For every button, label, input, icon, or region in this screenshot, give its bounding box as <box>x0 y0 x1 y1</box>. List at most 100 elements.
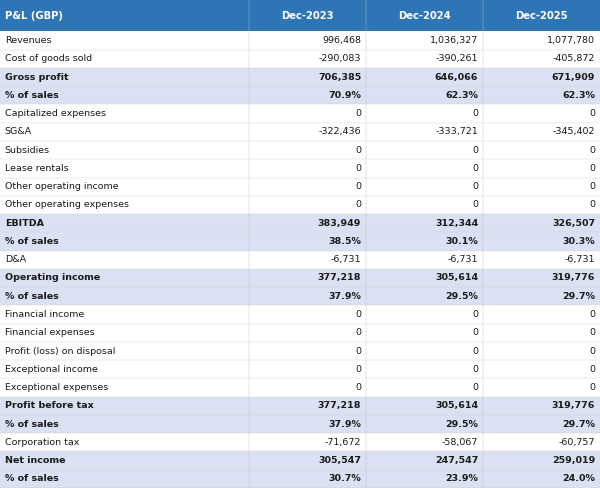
Text: 30.3%: 30.3% <box>563 237 595 246</box>
Text: 0: 0 <box>589 328 595 337</box>
Text: 0: 0 <box>355 182 361 191</box>
Bar <box>0 360 600 378</box>
Bar <box>0 305 600 324</box>
Text: 24.0%: 24.0% <box>562 474 595 484</box>
Bar <box>0 451 600 470</box>
Text: 30.7%: 30.7% <box>328 474 361 484</box>
Bar <box>0 415 600 433</box>
Text: 0: 0 <box>589 383 595 392</box>
Text: 646,066: 646,066 <box>435 73 478 81</box>
Text: -6,731: -6,731 <box>331 255 361 264</box>
Text: 0: 0 <box>589 164 595 173</box>
Text: 305,614: 305,614 <box>435 273 478 283</box>
Text: 326,507: 326,507 <box>552 219 595 228</box>
Text: 319,776: 319,776 <box>552 401 595 410</box>
Text: 0: 0 <box>355 383 361 392</box>
Text: 671,909: 671,909 <box>552 73 595 81</box>
Text: 0: 0 <box>472 109 478 118</box>
Bar <box>483 0 600 31</box>
Text: Dec-2024: Dec-2024 <box>398 11 451 20</box>
Text: Corporation tax: Corporation tax <box>5 438 79 447</box>
Text: Lease rentals: Lease rentals <box>5 164 68 173</box>
Text: -6,731: -6,731 <box>565 255 595 264</box>
Text: SG&A: SG&A <box>5 127 32 136</box>
Text: 0: 0 <box>589 201 595 209</box>
Text: 0: 0 <box>472 346 478 356</box>
Text: 0: 0 <box>589 145 595 155</box>
Text: 0: 0 <box>589 310 595 319</box>
Text: 0: 0 <box>472 201 478 209</box>
Text: 312,344: 312,344 <box>435 219 478 228</box>
Text: 0: 0 <box>589 365 595 374</box>
Text: 383,949: 383,949 <box>318 219 361 228</box>
Bar <box>0 269 600 287</box>
Text: 38.5%: 38.5% <box>328 237 361 246</box>
Text: 996,468: 996,468 <box>322 36 361 45</box>
Text: 30.1%: 30.1% <box>445 237 478 246</box>
Text: 377,218: 377,218 <box>318 401 361 410</box>
Text: Exceptional income: Exceptional income <box>5 365 98 374</box>
Text: 29.7%: 29.7% <box>562 292 595 301</box>
Text: -71,672: -71,672 <box>325 438 361 447</box>
Text: 0: 0 <box>472 182 478 191</box>
Bar <box>0 0 249 31</box>
Text: 305,614: 305,614 <box>435 401 478 410</box>
Text: % of sales: % of sales <box>5 474 59 484</box>
Text: -60,757: -60,757 <box>559 438 595 447</box>
Text: 259,019: 259,019 <box>552 456 595 465</box>
Text: -322,436: -322,436 <box>319 127 361 136</box>
Text: 0: 0 <box>355 346 361 356</box>
Text: Dec-2023: Dec-2023 <box>281 11 334 20</box>
Text: 29.5%: 29.5% <box>445 292 478 301</box>
Text: 0: 0 <box>355 201 361 209</box>
Text: Financial income: Financial income <box>5 310 84 319</box>
Bar <box>0 433 600 451</box>
Text: Exceptional expenses: Exceptional expenses <box>5 383 108 392</box>
Bar <box>249 0 366 31</box>
Text: 0: 0 <box>472 145 478 155</box>
Text: Financial expenses: Financial expenses <box>5 328 94 337</box>
Text: 0: 0 <box>589 346 595 356</box>
Bar <box>0 104 600 123</box>
Text: 0: 0 <box>355 145 361 155</box>
Text: % of sales: % of sales <box>5 292 59 301</box>
Text: 1,077,780: 1,077,780 <box>547 36 595 45</box>
Bar <box>0 86 600 104</box>
Text: -58,067: -58,067 <box>442 438 478 447</box>
Text: 29.7%: 29.7% <box>562 420 595 428</box>
Bar <box>0 178 600 196</box>
Bar <box>0 232 600 251</box>
Text: Net income: Net income <box>5 456 65 465</box>
Bar <box>0 31 600 50</box>
Bar <box>0 159 600 178</box>
Bar <box>0 123 600 141</box>
Bar <box>0 196 600 214</box>
Text: 0: 0 <box>355 365 361 374</box>
Text: -390,261: -390,261 <box>436 54 478 63</box>
Bar <box>0 287 600 305</box>
Text: Operating income: Operating income <box>5 273 100 283</box>
Bar <box>0 68 600 86</box>
Text: 62.3%: 62.3% <box>445 91 478 100</box>
Bar <box>0 470 600 488</box>
Text: 62.3%: 62.3% <box>562 91 595 100</box>
Text: 0: 0 <box>472 365 478 374</box>
Text: -290,083: -290,083 <box>319 54 361 63</box>
Text: % of sales: % of sales <box>5 91 59 100</box>
Text: 305,547: 305,547 <box>318 456 361 465</box>
Text: Other operating income: Other operating income <box>5 182 118 191</box>
Bar <box>0 397 600 415</box>
Bar <box>0 342 600 360</box>
Text: Cost of goods sold: Cost of goods sold <box>5 54 92 63</box>
Text: Other operating expenses: Other operating expenses <box>5 201 129 209</box>
Text: 23.9%: 23.9% <box>445 474 478 484</box>
Text: 0: 0 <box>355 328 361 337</box>
Text: Revenues: Revenues <box>5 36 52 45</box>
Text: 0: 0 <box>472 328 478 337</box>
Bar <box>0 50 600 68</box>
Bar <box>0 141 600 159</box>
Text: % of sales: % of sales <box>5 420 59 428</box>
Text: P&L (GBP): P&L (GBP) <box>5 11 62 20</box>
Text: 377,218: 377,218 <box>318 273 361 283</box>
Text: Gross profit: Gross profit <box>5 73 68 81</box>
